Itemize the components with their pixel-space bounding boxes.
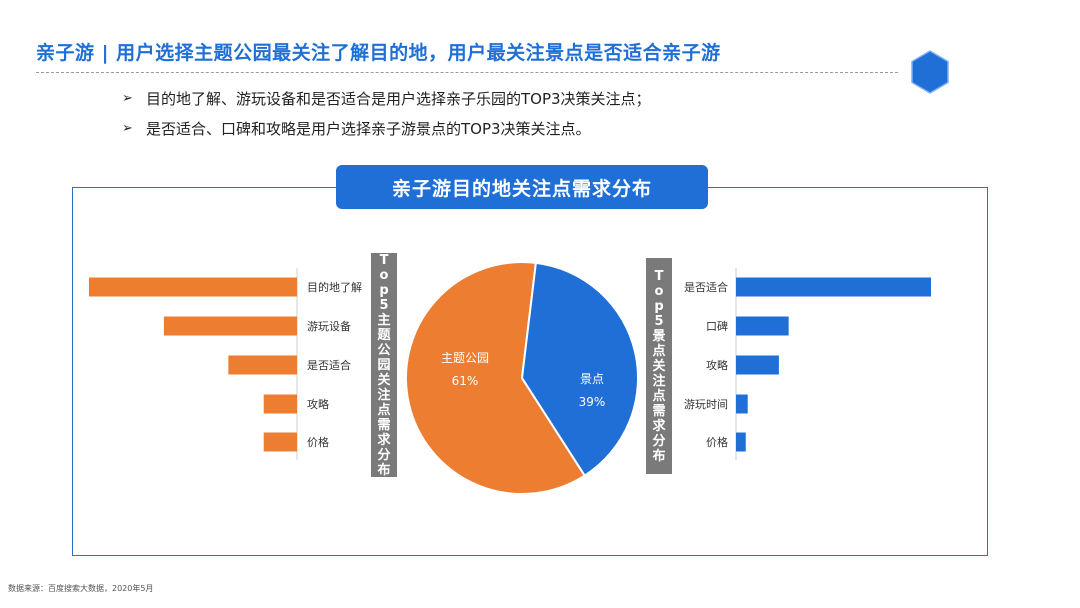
title-divider xyxy=(36,72,898,73)
vertical-label-char: 求 xyxy=(652,418,666,434)
right-bar xyxy=(736,355,779,375)
left-bar xyxy=(228,355,297,375)
vertical-label-char: 景 xyxy=(652,328,666,344)
vertical-label-char: 题 xyxy=(377,327,391,343)
right-bar-label: 口碑 xyxy=(706,320,728,333)
vertical-label-char: 5 xyxy=(654,313,664,329)
arrow-bullet-icon: ➢ xyxy=(122,121,133,136)
bullet-item: ➢ 目的地了解、游玩设备和是否适合是用户选择亲子乐园的TOP3决策关注点； xyxy=(122,84,651,114)
left-bar-label: 攻略 xyxy=(307,397,329,411)
right-bar-label: 攻略 xyxy=(706,358,728,372)
vertical-label-char: T xyxy=(654,268,664,284)
vertical-label-char: 注 xyxy=(652,373,666,389)
right-bar-label: 是否适合 xyxy=(684,280,728,294)
vertical-label-char: 主 xyxy=(377,312,391,328)
left-bar-label: 是否适合 xyxy=(307,358,351,372)
right-bar xyxy=(736,432,746,452)
left-bar-label: 价格 xyxy=(307,435,329,449)
vertical-label-char: 分 xyxy=(377,447,391,463)
vertical-label-char: 需 xyxy=(652,403,666,419)
page-title: 亲子游 | 用户选择主题公园最关注了解目的地，用户最关注景点是否适合亲子游 xyxy=(36,42,721,64)
pie-slice-label: 主题公园 xyxy=(441,351,489,365)
vertical-label-char: 公 xyxy=(377,342,391,358)
arrow-bullet-icon: ➢ xyxy=(122,91,133,106)
pie-slice-value: 61% xyxy=(452,374,479,388)
vertical-label-char: 关 xyxy=(377,372,391,388)
pie-slice-value: 39% xyxy=(579,395,606,409)
vertical-label-char: p xyxy=(654,298,664,314)
pie-slice-scenic-spot xyxy=(520,261,639,477)
right-bar xyxy=(736,316,789,336)
pie-slice-label: 景点 xyxy=(580,372,604,386)
left-bar xyxy=(89,277,297,297)
right-bar xyxy=(736,394,748,414)
left-bar-label: 游玩设备 xyxy=(307,319,351,333)
vertical-label-char: p xyxy=(379,282,389,298)
bullet-text: 是否适合、口碑和攻略是用户选择亲子游景点的TOP3决策关注点。 xyxy=(146,120,591,138)
right-bar-label: 价格 xyxy=(706,435,728,449)
bullet-text: 目的地了解、游玩设备和是否适合是用户选择亲子乐园的TOP3决策关注点； xyxy=(146,90,651,108)
right-bar-label: 游玩时间 xyxy=(684,398,728,411)
vertical-label-char: 需 xyxy=(377,417,391,433)
vertical-label-char: 关 xyxy=(652,358,666,374)
vertical-label-char: 5 xyxy=(379,297,389,313)
right-bar xyxy=(736,277,931,297)
vertical-label-char: T xyxy=(379,252,389,268)
vertical-label-char: 布 xyxy=(652,448,666,464)
data-source-note: 数据来源：百度搜索大数据，2020年5月 xyxy=(8,584,154,593)
vertical-label-char: 分 xyxy=(652,433,666,449)
vertical-label-char: 点 xyxy=(377,402,391,418)
vertical-label-char: o xyxy=(654,283,664,299)
vertical-label-char: 注 xyxy=(377,387,391,403)
bullet-item: ➢ 是否适合、口碑和攻略是用户选择亲子游景点的TOP3决策关注点。 xyxy=(122,114,651,144)
left-bar xyxy=(163,316,297,336)
vertical-label-char: 点 xyxy=(652,343,666,359)
vertical-label-char: 点 xyxy=(652,388,666,404)
hexagon-logo-icon xyxy=(911,50,949,94)
left-bar xyxy=(263,432,297,452)
vertical-label-char: 园 xyxy=(377,357,391,373)
left-bar-label: 目的地了解 xyxy=(307,280,362,294)
vertical-label-char: o xyxy=(379,267,389,283)
bullet-list: ➢ 目的地了解、游玩设备和是否适合是用户选择亲子乐园的TOP3决策关注点； ➢ … xyxy=(122,84,651,144)
vertical-label-char: 求 xyxy=(377,432,391,448)
vertical-label-char: 布 xyxy=(377,462,391,478)
pie-slice-theme-park xyxy=(405,261,587,495)
left-bar xyxy=(263,394,297,414)
panel-title: 亲子游目的地关注点需求分布 xyxy=(336,165,708,209)
